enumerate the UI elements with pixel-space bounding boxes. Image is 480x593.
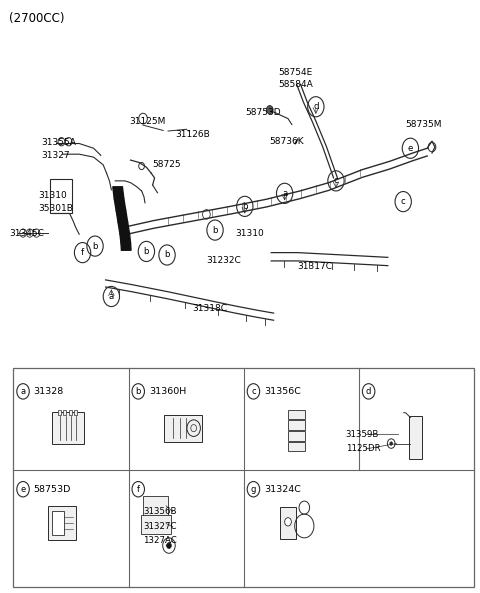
Text: (2700CC): (2700CC) bbox=[9, 12, 64, 25]
Polygon shape bbox=[118, 222, 130, 234]
Text: b: b bbox=[135, 387, 141, 396]
Text: f: f bbox=[81, 248, 84, 257]
Text: b: b bbox=[242, 202, 248, 211]
Text: 31318C: 31318C bbox=[192, 304, 227, 313]
Bar bbox=[69, 410, 72, 415]
FancyBboxPatch shape bbox=[143, 496, 168, 516]
FancyBboxPatch shape bbox=[141, 515, 171, 534]
Text: c: c bbox=[334, 176, 338, 186]
Text: 31327C: 31327C bbox=[143, 522, 177, 531]
FancyBboxPatch shape bbox=[280, 507, 296, 539]
Bar bbox=[58, 410, 61, 415]
Text: 31345C: 31345C bbox=[10, 228, 45, 238]
Text: 58736K: 58736K bbox=[270, 136, 304, 146]
Text: 1327AC: 1327AC bbox=[143, 536, 177, 546]
Text: b: b bbox=[212, 225, 218, 235]
Text: 31310: 31310 bbox=[235, 229, 264, 238]
Text: e: e bbox=[21, 484, 25, 494]
Text: f: f bbox=[137, 484, 140, 494]
Text: 31328: 31328 bbox=[34, 387, 64, 396]
Bar bbox=[74, 410, 77, 415]
Circle shape bbox=[390, 442, 393, 445]
Text: 58735M: 58735M bbox=[406, 120, 442, 129]
Bar bbox=[13, 368, 474, 587]
Text: 1125DR: 1125DR bbox=[346, 444, 380, 454]
Text: 31359B: 31359B bbox=[346, 429, 379, 439]
FancyBboxPatch shape bbox=[288, 410, 305, 419]
Bar bbox=[50, 179, 72, 213]
Text: 31327: 31327 bbox=[41, 151, 70, 161]
FancyBboxPatch shape bbox=[52, 412, 84, 444]
Text: e: e bbox=[408, 144, 413, 153]
Text: 31324C: 31324C bbox=[264, 484, 301, 494]
Bar bbox=[63, 410, 66, 415]
Polygon shape bbox=[120, 234, 131, 243]
Text: 58754E: 58754E bbox=[278, 68, 312, 78]
Text: b: b bbox=[92, 241, 98, 251]
Text: 31232C: 31232C bbox=[206, 256, 241, 266]
FancyBboxPatch shape bbox=[48, 506, 76, 540]
Circle shape bbox=[285, 518, 291, 526]
Text: d: d bbox=[313, 102, 319, 111]
Text: g: g bbox=[251, 484, 256, 494]
Text: a: a bbox=[21, 387, 25, 396]
FancyBboxPatch shape bbox=[164, 415, 203, 442]
Text: d: d bbox=[366, 387, 372, 396]
Text: 58725: 58725 bbox=[153, 160, 181, 170]
Text: c: c bbox=[251, 387, 256, 396]
Circle shape bbox=[266, 106, 273, 114]
FancyBboxPatch shape bbox=[52, 511, 64, 535]
Text: b: b bbox=[144, 247, 149, 256]
Text: 31360H: 31360H bbox=[149, 387, 186, 396]
Polygon shape bbox=[114, 199, 126, 211]
FancyBboxPatch shape bbox=[288, 442, 305, 451]
Text: 35301B: 35301B bbox=[38, 204, 73, 213]
Polygon shape bbox=[121, 243, 131, 250]
Text: 58753D: 58753D bbox=[245, 108, 280, 117]
Circle shape bbox=[167, 543, 171, 549]
Polygon shape bbox=[113, 187, 124, 199]
Text: 31310: 31310 bbox=[38, 191, 67, 200]
Polygon shape bbox=[116, 211, 128, 222]
Text: 58584A: 58584A bbox=[278, 80, 313, 90]
FancyBboxPatch shape bbox=[288, 431, 305, 441]
FancyBboxPatch shape bbox=[288, 420, 305, 430]
Text: 31356C: 31356C bbox=[264, 387, 301, 396]
Text: 31356B: 31356B bbox=[143, 507, 177, 517]
Text: 31317C: 31317C bbox=[298, 262, 333, 272]
Text: 31125M: 31125M bbox=[130, 117, 166, 126]
Text: c: c bbox=[401, 197, 406, 206]
Text: b: b bbox=[164, 250, 170, 260]
Text: 31126B: 31126B bbox=[175, 130, 210, 139]
FancyBboxPatch shape bbox=[409, 416, 422, 459]
Text: a: a bbox=[282, 189, 287, 198]
Text: 31355A: 31355A bbox=[41, 138, 76, 147]
Text: a: a bbox=[109, 292, 114, 301]
Text: 58753D: 58753D bbox=[34, 484, 71, 494]
